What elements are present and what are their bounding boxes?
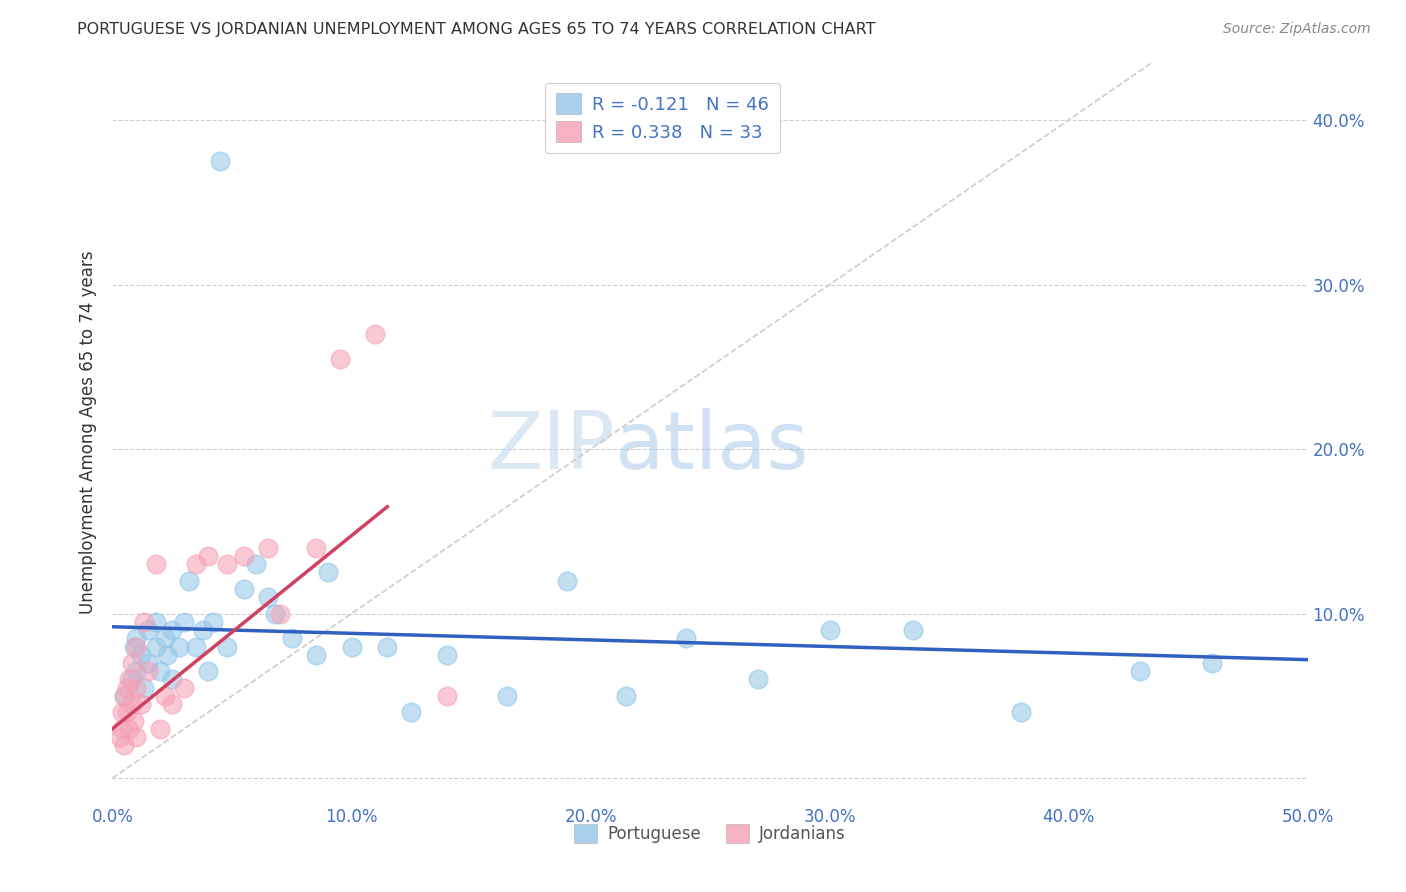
Point xyxy=(111,706,134,720)
Point xyxy=(305,541,328,555)
Point xyxy=(233,549,256,563)
Point xyxy=(186,558,208,572)
Point xyxy=(257,590,280,604)
Point xyxy=(675,632,697,646)
Point xyxy=(169,640,191,654)
Point xyxy=(108,730,131,744)
Point xyxy=(340,640,363,654)
Point xyxy=(162,697,183,711)
Point xyxy=(114,689,135,703)
Point xyxy=(264,607,287,621)
Point xyxy=(149,722,172,736)
Point xyxy=(1201,656,1223,670)
Point xyxy=(138,664,160,678)
Point xyxy=(197,549,219,563)
Point xyxy=(329,351,352,366)
Point xyxy=(145,615,167,629)
Point xyxy=(125,730,148,744)
Point xyxy=(125,664,148,678)
Point xyxy=(364,326,387,341)
Point xyxy=(121,697,143,711)
Point xyxy=(555,574,578,588)
Point xyxy=(903,623,925,637)
Point xyxy=(316,566,339,580)
Text: ZIP: ZIP xyxy=(486,409,614,486)
Point xyxy=(245,558,267,572)
Point xyxy=(401,706,423,720)
Point xyxy=(186,640,208,654)
Point xyxy=(233,582,256,596)
Point xyxy=(122,640,145,654)
Point xyxy=(281,632,304,646)
Point xyxy=(217,640,239,654)
Point xyxy=(153,689,176,703)
Point xyxy=(125,640,148,654)
Point xyxy=(129,648,152,662)
Text: atlas: atlas xyxy=(614,409,808,486)
Point xyxy=(201,615,224,629)
Point xyxy=(177,574,200,588)
Point xyxy=(149,664,172,678)
Point xyxy=(1129,664,1152,678)
Point xyxy=(138,656,160,670)
Point xyxy=(145,558,167,572)
Point xyxy=(269,607,291,621)
Point xyxy=(114,738,135,752)
Legend: Portuguese, Jordanians: Portuguese, Jordanians xyxy=(567,817,853,850)
Point xyxy=(818,623,841,637)
Point xyxy=(115,681,138,695)
Point xyxy=(436,689,458,703)
Point xyxy=(209,154,232,169)
Point xyxy=(118,673,141,687)
Point xyxy=(129,697,152,711)
Point xyxy=(111,722,134,736)
Point xyxy=(122,714,145,728)
Point xyxy=(115,706,138,720)
Text: Source: ZipAtlas.com: Source: ZipAtlas.com xyxy=(1223,22,1371,37)
Point xyxy=(132,681,155,695)
Text: PORTUGUESE VS JORDANIAN UNEMPLOYMENT AMONG AGES 65 TO 74 YEARS CORRELATION CHART: PORTUGUESE VS JORDANIAN UNEMPLOYMENT AMO… xyxy=(77,22,876,37)
Point xyxy=(193,623,215,637)
Point xyxy=(305,648,328,662)
Point xyxy=(173,681,195,695)
Point xyxy=(145,640,167,654)
Point xyxy=(257,541,280,555)
Y-axis label: Unemployment Among Ages 65 to 74 years: Unemployment Among Ages 65 to 74 years xyxy=(79,251,97,615)
Point xyxy=(153,632,176,646)
Point xyxy=(132,615,155,629)
Point xyxy=(1010,706,1032,720)
Point xyxy=(616,689,638,703)
Point xyxy=(377,640,399,654)
Point xyxy=(436,648,458,662)
Point xyxy=(121,673,143,687)
Point xyxy=(197,664,219,678)
Point xyxy=(125,632,148,646)
Point xyxy=(114,689,135,703)
Point xyxy=(138,623,160,637)
Point xyxy=(217,558,239,572)
Point xyxy=(496,689,519,703)
Point xyxy=(118,722,141,736)
Point xyxy=(173,615,195,629)
Point xyxy=(121,656,143,670)
Point xyxy=(162,623,183,637)
Point xyxy=(747,673,769,687)
Point xyxy=(125,681,148,695)
Point xyxy=(162,673,183,687)
Point xyxy=(156,648,179,662)
